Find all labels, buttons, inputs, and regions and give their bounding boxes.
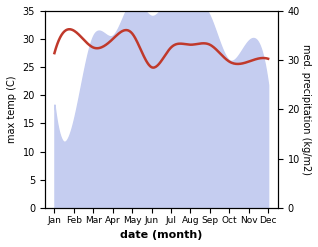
Y-axis label: med. precipitation (kg/m2): med. precipitation (kg/m2) — [301, 44, 311, 175]
Y-axis label: max temp (C): max temp (C) — [7, 76, 17, 143]
X-axis label: date (month): date (month) — [120, 230, 203, 240]
